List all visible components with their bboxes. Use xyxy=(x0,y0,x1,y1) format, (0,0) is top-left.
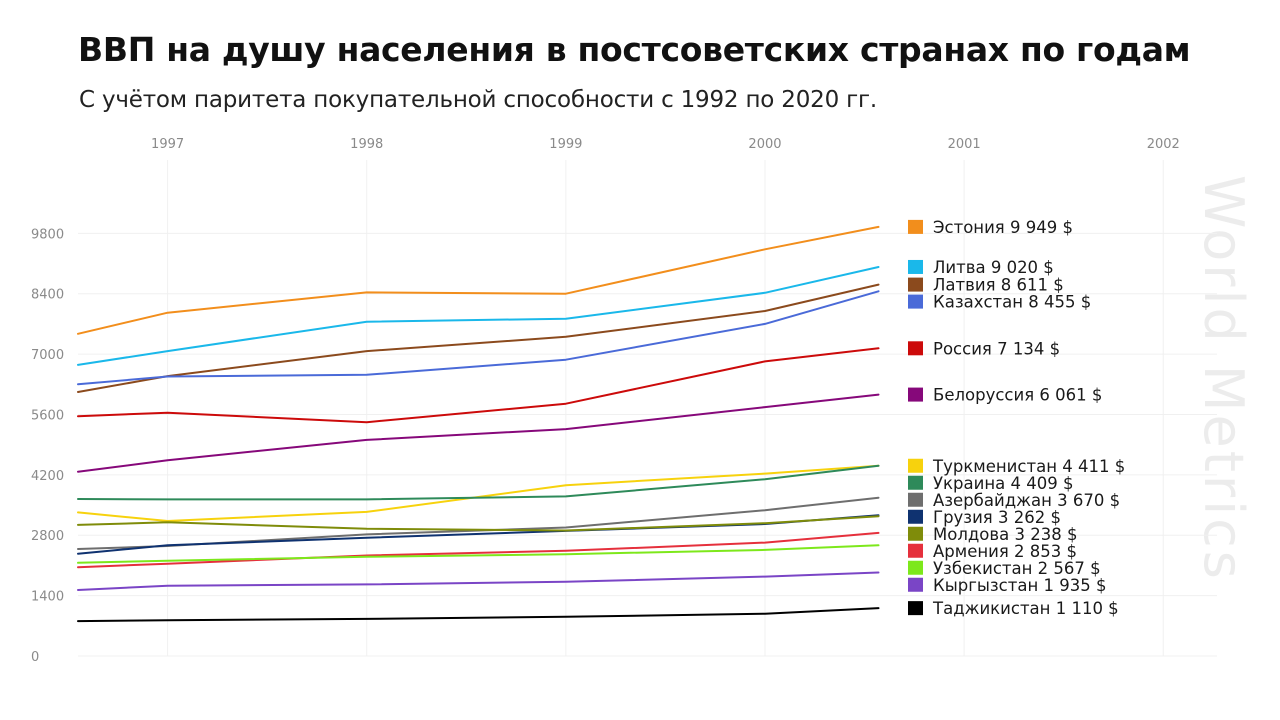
series-line xyxy=(77,464,880,501)
legend-label: Белоруссия 6 061 $ xyxy=(933,386,1102,405)
legend-swatch xyxy=(908,526,923,541)
legend-item: Узбекистан 2 567 $ xyxy=(908,559,1101,578)
y-tick-label: 7000 xyxy=(31,348,64,363)
watermark: World Metrics xyxy=(1192,175,1255,582)
legend-swatch xyxy=(908,560,923,575)
legend-label: Узбекистан 2 567 $ xyxy=(933,559,1101,578)
legend-swatch xyxy=(908,341,923,356)
series-line xyxy=(77,571,880,591)
legend-item: Азербайджан 3 670 $ xyxy=(908,491,1120,510)
series-line xyxy=(77,531,880,569)
legend-label: Кыргызстан 1 935 $ xyxy=(933,576,1107,595)
grid-lines xyxy=(78,160,1217,657)
y-tick-label: 8400 xyxy=(31,288,64,303)
x-tick-label: 1998 xyxy=(350,137,383,152)
legend-item: Казахстан 8 455 $ xyxy=(908,293,1091,312)
y-axis: 0 1400 2800 4200 5600 7000 8400 9800 xyxy=(31,227,64,665)
legend-item: Россия 7 134 $ xyxy=(908,339,1060,358)
legend-swatch xyxy=(908,543,923,558)
series-line xyxy=(77,290,880,386)
series-line xyxy=(77,607,880,623)
legend-label: Украина 4 409 $ xyxy=(933,474,1073,493)
legend-item: Молдова 3 238 $ xyxy=(908,525,1077,544)
legend-item: Туркменистан 4 411 $ xyxy=(908,457,1125,476)
legend-label: Эстония 9 949 $ xyxy=(933,218,1073,237)
x-tick-label: 1999 xyxy=(549,137,582,152)
y-tick-label: 9800 xyxy=(31,227,64,242)
legend-swatch xyxy=(908,458,923,473)
y-tick-label: 0 xyxy=(31,650,39,665)
legend-swatch xyxy=(908,509,923,524)
x-tick-label: 2002 xyxy=(1147,137,1180,152)
series-lines xyxy=(77,225,880,623)
legend-item: Белоруссия 6 061 $ xyxy=(908,386,1102,405)
y-tick-label: 4200 xyxy=(31,469,64,484)
legend-swatch xyxy=(908,601,923,616)
legend-item: Эстония 9 949 $ xyxy=(908,218,1073,237)
series-line xyxy=(77,515,880,532)
x-tick-label: 2000 xyxy=(748,137,781,152)
series-line xyxy=(77,544,880,564)
series-line xyxy=(77,393,880,473)
legend-item: Латвия 8 611 $ xyxy=(908,276,1064,295)
legend-item: Армения 2 853 $ xyxy=(908,542,1077,561)
legend-label: Молдова 3 238 $ xyxy=(933,525,1077,544)
legend-label: Латвия 8 611 $ xyxy=(933,276,1064,295)
legend-swatch xyxy=(908,475,923,490)
legend-label: Литва 9 020 $ xyxy=(933,258,1054,277)
legend-label: Грузия 3 262 $ xyxy=(933,508,1061,527)
y-tick-label: 5600 xyxy=(31,408,64,423)
y-tick-label: 2800 xyxy=(31,529,64,544)
legend-label: Россия 7 134 $ xyxy=(933,339,1060,358)
legend-label: Казахстан 8 455 $ xyxy=(933,293,1091,312)
legend-label: Туркменистан 4 411 $ xyxy=(932,457,1125,476)
legend: Эстония 9 949 $ Литва 9 020 $Латвия 8 611… xyxy=(908,218,1125,618)
series-line xyxy=(77,225,880,335)
legend-swatch xyxy=(908,294,923,309)
series-line xyxy=(77,464,880,522)
legend-swatch xyxy=(908,387,923,402)
legend-item: Таджикистан 1 110 $ xyxy=(908,599,1119,618)
legend-label: Армения 2 853 $ xyxy=(933,542,1077,561)
x-tick-label: 1997 xyxy=(151,137,184,152)
series-line xyxy=(77,347,880,424)
legend-swatch xyxy=(908,219,923,234)
legend-item: Грузия 3 262 $ xyxy=(908,508,1061,527)
legend-swatch xyxy=(908,577,923,592)
legend-swatch xyxy=(908,277,923,292)
legend-swatch xyxy=(908,259,923,274)
legend-swatch xyxy=(908,492,923,507)
legend-item: Литва 9 020 $ xyxy=(908,258,1054,277)
x-tick-label: 2001 xyxy=(948,137,981,152)
chart-subtitle: С учётом паритета покупательной способно… xyxy=(79,87,878,113)
legend-item: Украина 4 409 $ xyxy=(908,474,1073,493)
legend-label: Азербайджан 3 670 $ xyxy=(933,491,1120,510)
chart-title: ВВП на душу населения в постсоветских ст… xyxy=(78,30,1191,69)
y-tick-label: 1400 xyxy=(31,590,64,605)
series-line xyxy=(77,514,880,555)
x-axis: 1997 1998 1999 2000 2001 2002 xyxy=(151,137,1180,152)
series-line xyxy=(77,266,880,366)
legend-label: Таджикистан 1 110 $ xyxy=(932,599,1119,618)
legend-item: Кыргызстан 1 935 $ xyxy=(908,576,1107,595)
